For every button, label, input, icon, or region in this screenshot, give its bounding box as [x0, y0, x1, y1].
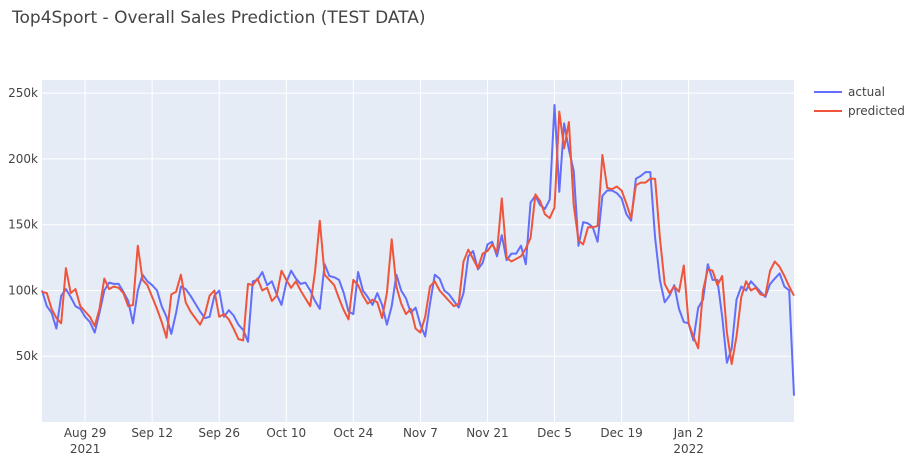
legend-label-actual[interactable]: actual [848, 85, 885, 99]
x-tick-label: Nov 7 [403, 426, 438, 440]
x-tick-label: Dec 19 [600, 426, 642, 440]
series-lines [41, 104, 795, 396]
x-tick-year-label: 2022 [673, 442, 704, 456]
y-tick-label: 100k [8, 283, 38, 297]
series-line-predicted[interactable] [41, 110, 795, 366]
legend[interactable]: actual predicted [814, 85, 905, 118]
plot-area [42, 80, 794, 422]
y-axis: 50k 100k 150k 200k 250k [8, 86, 38, 363]
x-tick-label: Nov 21 [466, 426, 509, 440]
x-tick-label: Sep 12 [131, 426, 173, 440]
x-tick-label: Oct 10 [266, 426, 306, 440]
x-tick-label: Oct 24 [333, 426, 373, 440]
y-tick-label: 250k [8, 86, 38, 100]
y-tick-label: 200k [8, 152, 38, 166]
x-tick-year-label: 2021 [70, 442, 101, 456]
chart-title: Top4Sport - Overall Sales Prediction (TE… [12, 8, 426, 28]
x-tick-label: Aug 29 [64, 426, 107, 440]
x-axis: Aug 29 2021 Sep 12 Sep 26 Oct 10 Oct 24 Nov 7 N… [64, 426, 704, 456]
legend-label-predicted[interactable]: predicted [848, 104, 905, 118]
grid-lines [42, 80, 794, 422]
x-tick-label: Jan 2 [673, 426, 704, 440]
y-tick-label: 50k [16, 349, 38, 363]
series-line-actual[interactable] [41, 104, 795, 396]
y-tick-label: 150k [8, 218, 38, 232]
x-tick-label: Sep 26 [198, 426, 240, 440]
x-tick-label: Dec 5 [537, 426, 572, 440]
